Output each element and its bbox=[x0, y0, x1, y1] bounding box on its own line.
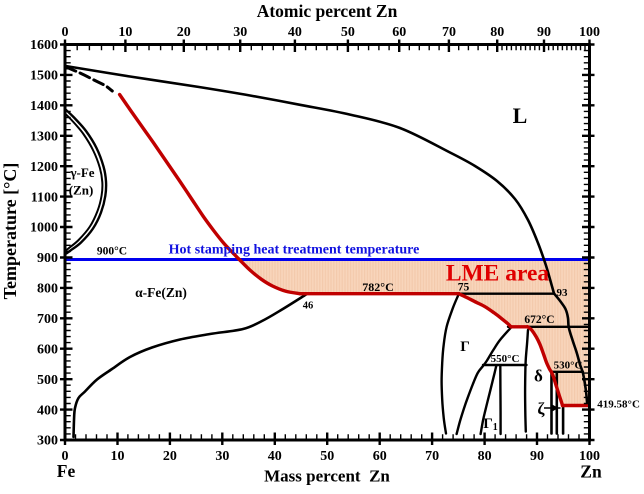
svg-text:α-Fe(Zn): α-Fe(Zn) bbox=[135, 285, 187, 300]
svg-text:46: 46 bbox=[303, 301, 314, 312]
svg-text:20: 20 bbox=[177, 25, 191, 40]
svg-text:300: 300 bbox=[37, 434, 58, 449]
svg-text:1400: 1400 bbox=[30, 99, 58, 114]
svg-text:75: 75 bbox=[458, 282, 470, 294]
svg-text:1000: 1000 bbox=[30, 221, 58, 236]
svg-text:Temperature [°C]: Temperature [°C] bbox=[0, 163, 20, 300]
svg-text:0: 0 bbox=[62, 449, 69, 464]
svg-text:γ-Fe: γ-Fe bbox=[69, 165, 94, 180]
svg-text:90: 90 bbox=[537, 25, 551, 40]
svg-text:40: 40 bbox=[288, 25, 302, 40]
svg-text:(Zn): (Zn) bbox=[69, 183, 94, 198]
svg-text:800: 800 bbox=[37, 282, 58, 297]
svg-text:0: 0 bbox=[62, 25, 69, 40]
svg-text:782°C: 782°C bbox=[362, 280, 393, 294]
svg-text:600: 600 bbox=[37, 342, 58, 357]
svg-text:Mass percent Zn: Mass percent Zn bbox=[264, 467, 390, 486]
svg-text:60: 60 bbox=[392, 25, 406, 40]
svg-text:L: L bbox=[513, 103, 528, 128]
svg-text:100: 100 bbox=[579, 25, 600, 40]
svg-text:50: 50 bbox=[320, 449, 334, 464]
svg-text:Hot stamping heat treatment te: Hot stamping heat treatment temperature bbox=[169, 243, 420, 258]
svg-text:δ: δ bbox=[534, 367, 543, 386]
svg-text:Zn: Zn bbox=[580, 462, 602, 482]
svg-text:70: 70 bbox=[425, 449, 439, 464]
svg-text:500: 500 bbox=[37, 373, 58, 388]
svg-text:ζ: ζ bbox=[537, 399, 545, 418]
svg-text:Γ: Γ bbox=[460, 339, 470, 355]
svg-text:1500: 1500 bbox=[30, 69, 58, 84]
svg-text:20: 20 bbox=[163, 449, 177, 464]
svg-text:10: 10 bbox=[118, 25, 132, 40]
svg-text:419.58°C: 419.58°C bbox=[597, 399, 640, 411]
svg-text:10: 10 bbox=[110, 449, 124, 464]
svg-text:Fe: Fe bbox=[57, 461, 76, 481]
svg-text:60: 60 bbox=[373, 449, 387, 464]
svg-text:100: 100 bbox=[579, 449, 600, 464]
svg-text:700: 700 bbox=[37, 312, 58, 327]
svg-text:80: 80 bbox=[490, 25, 504, 40]
svg-text:1100: 1100 bbox=[31, 190, 58, 205]
svg-text:900: 900 bbox=[37, 251, 58, 266]
svg-text:93: 93 bbox=[557, 287, 569, 299]
svg-text:50: 50 bbox=[341, 25, 355, 40]
svg-text:900°C: 900°C bbox=[97, 246, 127, 258]
svg-text:530°C: 530°C bbox=[554, 359, 583, 371]
svg-text:30: 30 bbox=[233, 25, 247, 40]
svg-text:1600: 1600 bbox=[30, 38, 58, 53]
svg-text:Atomic percent Zn: Atomic percent Zn bbox=[257, 1, 398, 21]
svg-text:80: 80 bbox=[478, 449, 492, 464]
svg-text:400: 400 bbox=[37, 403, 58, 418]
svg-text:1300: 1300 bbox=[30, 129, 58, 144]
svg-text:1200: 1200 bbox=[30, 160, 58, 175]
svg-text:70: 70 bbox=[442, 25, 456, 40]
svg-text:672°C: 672°C bbox=[524, 314, 554, 326]
svg-text:90: 90 bbox=[530, 449, 544, 464]
svg-text:550°C: 550°C bbox=[491, 353, 520, 365]
svg-text:LME area: LME area bbox=[446, 261, 550, 287]
svg-text:30: 30 bbox=[215, 449, 229, 464]
svg-text:40: 40 bbox=[268, 449, 282, 464]
